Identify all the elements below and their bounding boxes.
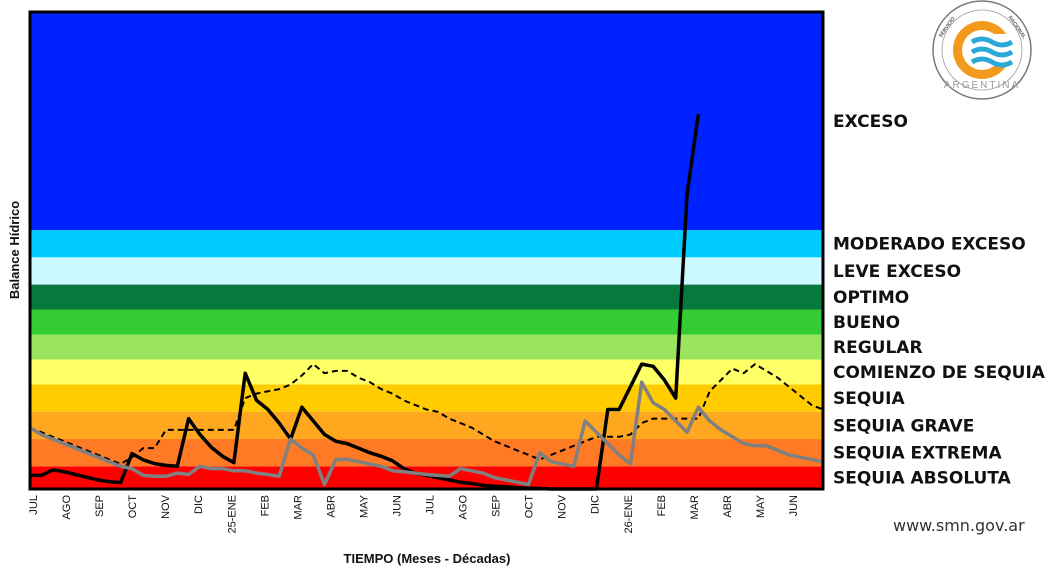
x-tick-label: SEP [491, 495, 503, 517]
band-label: SEQUIA GRAVE [833, 416, 974, 436]
y-axis-title: Balance Hídrico [7, 201, 22, 299]
x-tick-label: NOV [160, 494, 172, 519]
x-tick-label: 25-ENE [226, 495, 238, 534]
x-tick-label: NOV [557, 494, 569, 519]
x-tick-label: DIC [590, 495, 602, 514]
band-label: COMIENZO DE SEQUIA [833, 363, 1046, 383]
band-comienzo-de-sequia [30, 359, 823, 385]
x-tick-label: AGO [458, 495, 470, 520]
x-tick-label: MAR [292, 495, 304, 520]
x-tick-label: FEB [259, 495, 271, 516]
x-tick-label: OCT [524, 495, 536, 519]
x-tick-label: JUN [392, 495, 404, 516]
x-axis-ticks: JUL AGO SEP OCT NOV DIC 25-ENE FEB MAR ABR MAY JUN J… [28, 494, 800, 533]
x-tick-label: MAY [755, 494, 767, 518]
band-layer [30, 12, 823, 489]
band-label: SEQUIA EXTREMA [833, 444, 1002, 464]
x-tick-label: OCT [127, 495, 139, 519]
band-bueno [30, 309, 823, 335]
x-tick-label: AGO [61, 495, 73, 520]
website-url: www.smn.gov.ar [893, 516, 1025, 535]
band-label: BUENO [833, 313, 900, 333]
x-tick-label: FEB [656, 495, 668, 516]
logo-text: ARGENTINA [944, 80, 1020, 91]
x-tick-label: MAR [689, 495, 701, 520]
x-tick-label: JUL [425, 495, 437, 515]
x-tick-label: MAY [358, 494, 370, 518]
x-axis-title: TIEMPO (Meses - Décadas) [344, 551, 511, 566]
band-label: EXCESO [833, 112, 908, 132]
band-sequia-extrema [30, 439, 823, 467]
smn-logo: ARGENTINA SERVICIO NACIONAL [906, 0, 1058, 104]
band-sequia-absoluta [30, 466, 823, 489]
series-line-3 [29, 380, 824, 487]
x-tick-label: SEP [94, 495, 106, 517]
x-tick-label: DIC [193, 495, 205, 514]
x-tick-label: ABR [325, 495, 337, 518]
band-sequia [30, 384, 823, 412]
plot-frame [28, 10, 825, 491]
band-label: LEVE EXCESO [833, 262, 961, 282]
band-label: MODERADO EXCESO [833, 235, 1026, 255]
x-tick-label: JUN [788, 495, 800, 516]
x-tick-label: JUL [28, 495, 40, 515]
x-tick-label: 26-ENE [623, 495, 635, 534]
band-labels: SEQUIA ABSOLUTA SEQUIA EXTREMA SEQUIA GRAV… [833, 112, 1046, 489]
band-optimo [30, 284, 823, 310]
band-regular [30, 334, 823, 360]
band-label: OPTIMO [833, 288, 909, 308]
x-tick-label: ABR [722, 495, 734, 518]
band-moderado-exceso [30, 230, 823, 258]
series-line-1 [29, 363, 824, 465]
band-label: SEQUIA [833, 389, 905, 409]
band-leve-exceso [30, 257, 823, 285]
band-label: REGULAR [833, 338, 923, 358]
band-exceso [30, 12, 823, 231]
band-label: SEQUIA ABSOLUTA [833, 469, 1012, 489]
